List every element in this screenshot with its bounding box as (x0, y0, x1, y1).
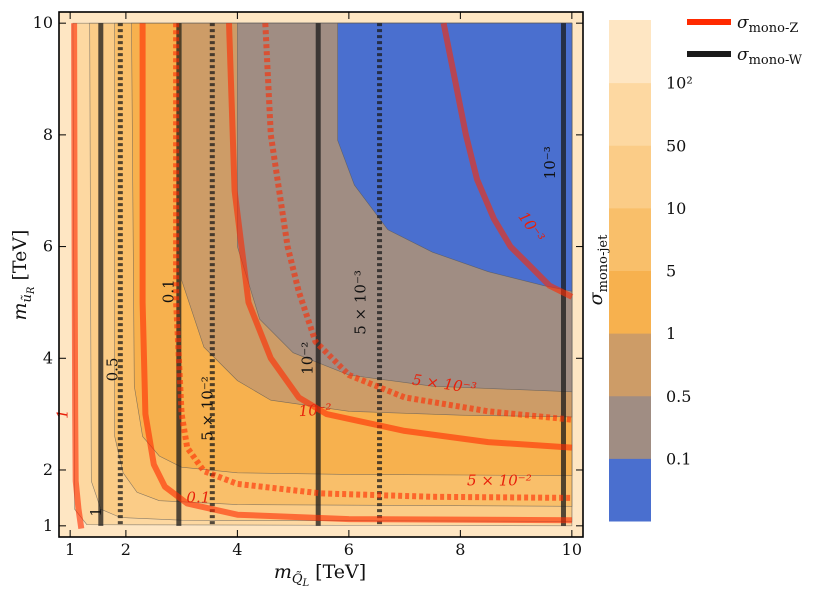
colorbar-band-0 (609, 458, 651, 522)
y-tick-label-1: 2 (43, 460, 53, 479)
mono-w-label-6: 10⁻³ (541, 146, 559, 179)
mono-w-label-5: 5 × 10⁻³ (352, 270, 370, 335)
colorbar-band-4 (609, 207, 651, 271)
mono-z-contour-1 (139, 23, 572, 524)
x-tick-label-3: 6 (344, 540, 354, 559)
mono-z-label-2: 5 × 10⁻² (467, 472, 532, 490)
mono-z-contour-0 (71, 23, 85, 530)
legend-label-1: σmono-W (737, 45, 803, 68)
mono-z-label-0: 1 (53, 409, 71, 419)
legend-label-0: σmono-Z (737, 13, 798, 36)
y-axis-label: mũR[TeV] (9, 230, 37, 321)
y-tick-label-5: 10 (33, 13, 53, 32)
mono-w-label-0: 1 (87, 507, 105, 517)
colorbar-tick-6: 10² (666, 74, 693, 93)
filled-region-6 (337, 22, 573, 292)
colorbar-tick-4: 10 (666, 199, 686, 218)
y-tick-label-0: 1 (43, 516, 53, 535)
x-tick-label-5: 10 (562, 540, 582, 559)
x-axis-label: mQ̃L[TeV] (274, 561, 366, 589)
mono-z-contour-5 (440, 22, 574, 300)
plot-frame (58, 11, 584, 538)
mono-z-label-3: 10⁻² (298, 400, 332, 420)
colorbar-band-5 (609, 145, 651, 209)
x-tick-label-4: 8 (455, 540, 465, 559)
mono-w-label-2: 0.1 (159, 279, 177, 303)
colorbar-tick-1: 0.5 (666, 387, 691, 406)
colorbar-band-7 (609, 20, 651, 84)
y-tick-label-2: 4 (43, 348, 53, 367)
y-tick-label-4: 8 (43, 125, 53, 144)
colorbar-tick-5: 50 (666, 136, 686, 155)
mono-z-label-1: 0.1 (186, 488, 210, 506)
y-tick-label-3: 6 (43, 237, 53, 256)
colorbar-tick-2: 1 (666, 324, 676, 343)
mono-z-contour-3 (226, 23, 573, 451)
plot-area: 1 0.5 0.1 5 × 10⁻² 10⁻² 5 × 10⁻³ 10⁻³ 1 0.1 5 × 1… (53, 12, 583, 537)
mono-w-label-3: 5 × 10⁻² (198, 376, 216, 441)
colorbar-tick-0: 0.1 (666, 449, 691, 468)
x-tick-label-0: 1 (65, 540, 75, 559)
x-tick-label-1: 2 (121, 540, 131, 559)
mono-z-contour-2 (173, 23, 572, 501)
colorbar-label: σmono-jet (585, 234, 611, 305)
legend: σmono-Z σmono-W (687, 13, 803, 68)
colorbar-band-6 (609, 82, 651, 146)
mono-w-label-1: 0.5 (104, 358, 122, 382)
mono-z-contour-4 (262, 23, 573, 423)
colorbar-band-2 (609, 333, 651, 397)
colorbar-tick-3: 5 (666, 262, 676, 281)
colorbar-band-3 (609, 270, 651, 334)
colorbar-band-1 (609, 395, 651, 459)
mono-w-label-4: 10⁻² (299, 342, 317, 375)
colorbar: 0.1 0.5 1 5 10 50 10² σmono-jet (585, 20, 693, 522)
x-tick-label-2: 4 (232, 540, 242, 559)
